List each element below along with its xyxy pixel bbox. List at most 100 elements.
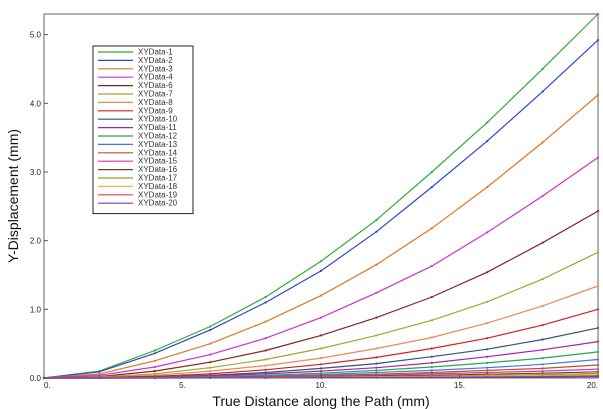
x-tick-label: 0. [44, 381, 51, 390]
data-point [541, 278, 544, 281]
data-point [264, 376, 267, 379]
data-point [264, 368, 267, 371]
data-point [319, 357, 323, 360]
legend-label: XYData-16 [138, 165, 178, 174]
x-tick-label: 10. [315, 381, 326, 390]
legend-label: XYData-9 [138, 106, 173, 115]
y-tick-label: 4.0 [30, 99, 42, 108]
data-point [375, 230, 378, 233]
data-point [541, 304, 544, 307]
y-tick-label: 0.0 [30, 374, 42, 383]
data-point [209, 325, 212, 328]
data-point [430, 319, 433, 322]
data-point [596, 308, 600, 311]
data-point [430, 170, 433, 174]
legend-label: XYData-19 [138, 190, 178, 199]
legend-item: XYData-10 [98, 115, 178, 124]
x-tick-label: 5. [179, 381, 186, 390]
data-point [541, 67, 544, 70]
legend-label: XYData-4 [138, 73, 173, 82]
data-point [430, 369, 433, 372]
data-point [264, 337, 267, 340]
legend-item: XYData-17 [98, 174, 178, 183]
legend-item: XYData-9 [98, 106, 173, 115]
legend-item: XYData-12 [98, 132, 178, 141]
legend-label: XYData-17 [138, 174, 178, 183]
y-axis-title: Y-Displacement (mm) [5, 129, 21, 263]
data-point [541, 375, 544, 379]
legend-item: XYData-15 [98, 157, 178, 166]
data-point [596, 358, 600, 361]
legend-item: XYData-8 [98, 98, 173, 107]
legend-item: XYData-13 [98, 140, 178, 149]
data-point [596, 12, 600, 16]
legend-item: XYData-18 [98, 182, 178, 191]
data-point [541, 348, 544, 351]
data-point [375, 263, 378, 266]
data-point [153, 352, 156, 355]
axes-layer: 0. 5. 10. 15. 20. 0.0 1.0 2.0 3.0 4.0 5.0 [30, 31, 599, 390]
legend: XYData-1XYData-2XYData-3XYData-4XYData-6… [92, 45, 194, 215]
legend-item: XYData-19 [98, 190, 178, 199]
legend-item: XYData-16 [98, 165, 178, 174]
y-tick-label: 2.0 [30, 237, 42, 246]
data-point [596, 210, 600, 213]
legend-label: XYData-20 [138, 199, 178, 208]
data-point [486, 371, 489, 374]
data-point [153, 349, 156, 352]
data-point [596, 340, 600, 343]
data-point [596, 326, 600, 329]
data-point [541, 324, 544, 327]
data-point [264, 320, 267, 323]
data-point [541, 338, 544, 341]
data-point [319, 334, 323, 337]
data-point [541, 363, 544, 366]
data-point [375, 356, 378, 359]
data-point [209, 376, 212, 379]
data-point [319, 260, 323, 263]
data-point [596, 363, 600, 367]
data-point [264, 295, 267, 299]
data-point [596, 284, 600, 288]
data-point [541, 194, 544, 198]
data-point [486, 348, 489, 351]
data-point [430, 355, 433, 358]
data-point [209, 370, 212, 373]
data-point [264, 364, 267, 367]
data-point [541, 367, 544, 370]
data-point [375, 376, 378, 379]
data-point [153, 370, 156, 373]
data-point [375, 369, 378, 372]
data-point [98, 370, 101, 373]
data-point [486, 140, 489, 143]
legend-item: XYData-1 [98, 48, 173, 57]
legend-item: XYData-2 [98, 56, 173, 65]
data-point [264, 301, 267, 304]
data-point [486, 121, 489, 124]
data-point [319, 294, 323, 297]
data-point [153, 359, 156, 362]
legend-label: XYData-10 [138, 115, 178, 124]
data-point [486, 376, 489, 379]
legend-label: XYData-12 [138, 132, 178, 141]
data-point [430, 347, 433, 350]
data-point [596, 251, 600, 254]
series-3 [42, 93, 600, 380]
legend-label: XYData-14 [138, 148, 178, 157]
data-point [596, 350, 600, 353]
y-tick-label: 1.0 [30, 305, 42, 314]
data-point [541, 370, 544, 373]
data-point [209, 328, 212, 331]
legend-item: XYData-20 [98, 199, 178, 208]
legend-label: XYData-2 [138, 56, 173, 65]
data-point [486, 300, 489, 303]
data-point [486, 337, 489, 340]
data-point [375, 218, 378, 222]
legend-label: XYData-13 [138, 140, 178, 149]
data-point [596, 39, 600, 42]
legend-label: XYData-7 [138, 90, 173, 99]
legend-item: XYData-14 [98, 148, 178, 157]
series-7 [42, 284, 600, 380]
data-point [319, 367, 323, 370]
